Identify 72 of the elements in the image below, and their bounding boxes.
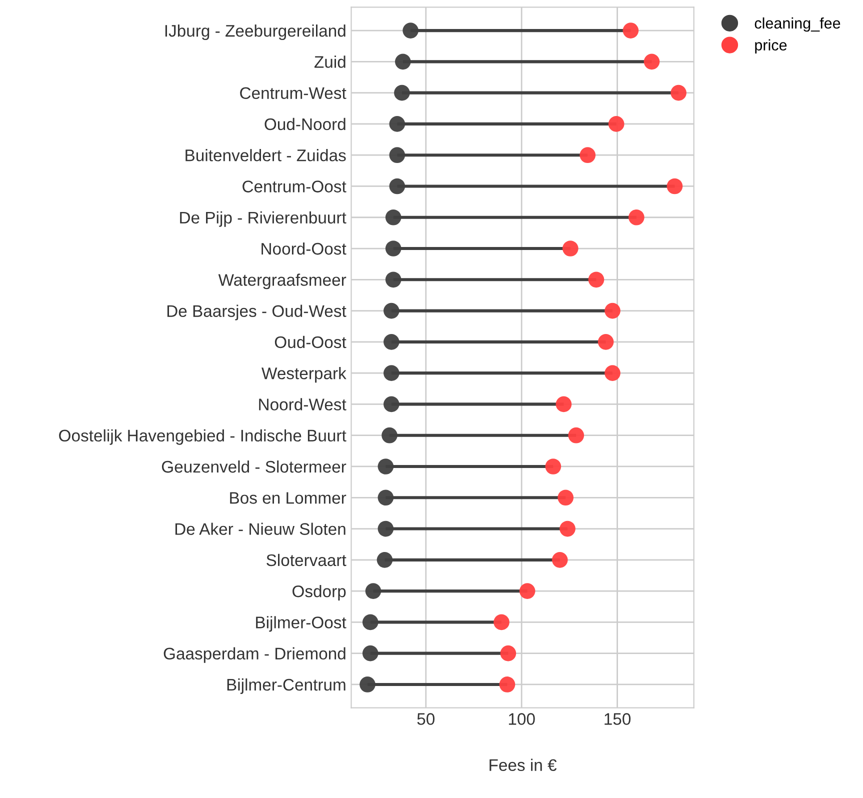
y-tick-label: Bos en Lommer — [230, 492, 346, 504]
x-axis-title: Fees in € — [490, 758, 557, 772]
point — [389, 147, 406, 164]
point — [644, 54, 660, 70]
point — [378, 458, 394, 474]
y-tick-label: De Pijp - Rivierenbuurt — [180, 211, 346, 227]
point — [402, 22, 418, 38]
point — [389, 116, 406, 132]
point — [499, 676, 516, 692]
point — [670, 84, 686, 101]
y-tick-label: De Baarsjes - Oud-West — [167, 304, 346, 320]
y-tick-label: Oud-Noord — [264, 118, 346, 130]
point — [560, 520, 576, 537]
point — [608, 116, 624, 132]
point — [519, 583, 536, 599]
point — [580, 147, 596, 164]
y-tick-label: Oud-Oost — [274, 336, 346, 348]
point — [378, 520, 394, 537]
point — [362, 645, 378, 662]
point — [494, 614, 510, 630]
y-tick-label: Bijlmer-Centrum — [227, 678, 346, 694]
point — [395, 54, 411, 70]
point — [545, 458, 562, 474]
point — [604, 365, 620, 381]
y-tick-label: Zuid — [314, 56, 346, 68]
point — [384, 334, 400, 350]
point — [382, 427, 398, 444]
point — [568, 427, 584, 444]
y-tick-label: IJburg - Zeeburgereiland — [165, 24, 346, 40]
point — [622, 22, 639, 38]
point — [378, 490, 394, 506]
x-tick-label: 50 — [417, 713, 435, 725]
y-tick-label: Westerpark — [262, 367, 346, 383]
y-tick-label: Oostelijk Havengebied - Indische Buurt — [59, 429, 346, 445]
point — [500, 645, 516, 662]
point — [385, 240, 402, 256]
point — [389, 178, 406, 194]
y-tick-label: Watergraafsmeer — [218, 274, 346, 290]
point — [365, 583, 382, 599]
point — [562, 240, 578, 256]
point — [598, 334, 614, 350]
point — [376, 552, 393, 568]
point — [628, 209, 644, 226]
point — [666, 178, 683, 194]
y-tick-label: Noord-West — [259, 398, 346, 410]
legend-label: cleaning_fee — [754, 17, 840, 32]
y-tick-label: Noord-Oost — [262, 242, 346, 255]
legend-label: price — [755, 39, 787, 54]
point — [384, 396, 400, 412]
point — [362, 614, 378, 630]
point — [384, 365, 400, 381]
point — [360, 676, 376, 692]
y-tick-label: Gaasperdam - Driemond — [164, 647, 346, 663]
y-tick-label: Geuzenveld - Slotermeer — [162, 460, 346, 473]
point — [558, 490, 574, 506]
y-tick-label: Buitenveldert - Zuidas — [186, 149, 346, 162]
x-tick-label: 150 — [604, 713, 631, 725]
point — [552, 552, 568, 568]
point — [384, 302, 400, 319]
point — [385, 272, 402, 288]
y-tick-label: Centrum-West — [240, 87, 346, 100]
x-tick-label: 100 — [508, 713, 535, 725]
y-tick-label: Slotervaart — [266, 554, 346, 566]
point — [394, 84, 410, 101]
point — [604, 302, 620, 319]
point — [588, 272, 604, 288]
y-tick-label: De Aker - Nieuw Sloten — [175, 522, 346, 535]
y-tick-label: Osdorp — [292, 585, 346, 601]
point — [385, 209, 402, 226]
y-tick-label: Bijlmer-Oost — [256, 616, 346, 632]
point — [556, 396, 572, 412]
y-tick-label: Centrum-Oost — [242, 180, 346, 192]
